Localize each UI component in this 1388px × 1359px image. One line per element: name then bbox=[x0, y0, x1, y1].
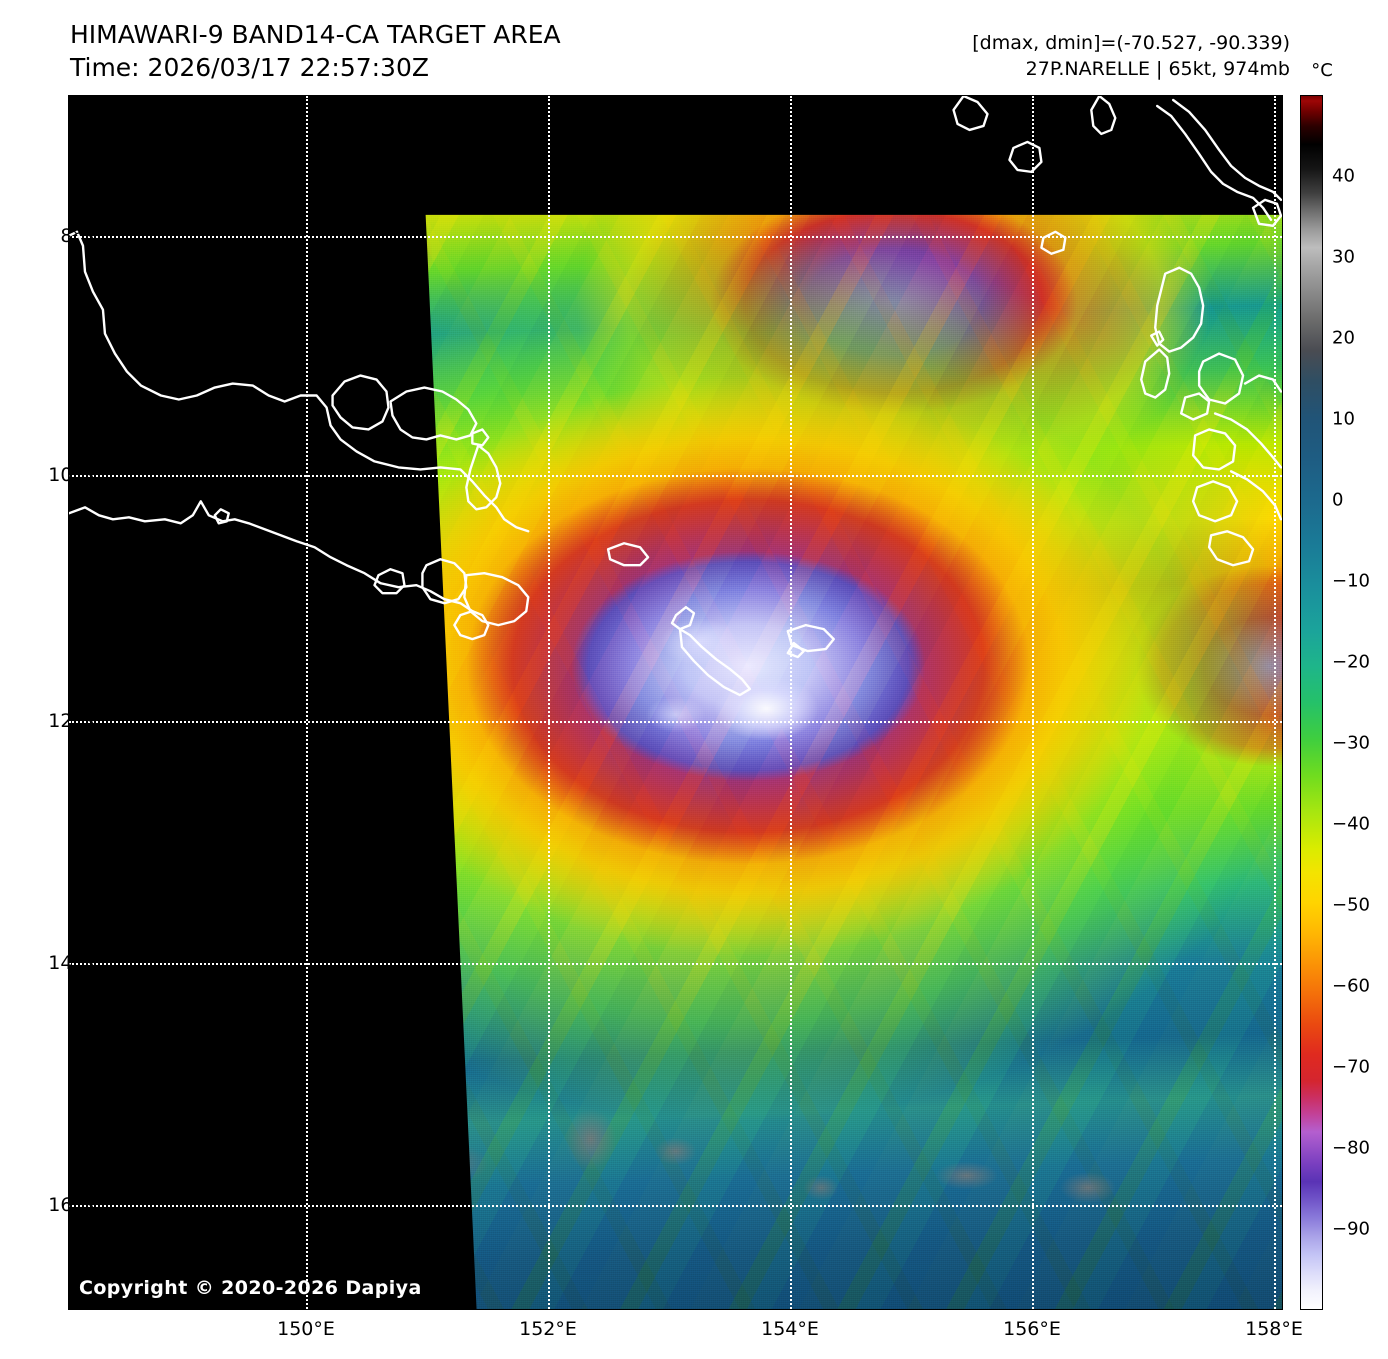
ytick-label-16s: 16°S bbox=[48, 1194, 94, 1216]
xtick-label-152e: 152°E bbox=[519, 1318, 577, 1340]
copyright-label: Copyright © 2020-2026 Dapiya bbox=[79, 1277, 422, 1299]
satellite-image-plot[interactable]: Copyright © 2020-2026 Dapiya bbox=[68, 95, 1283, 1310]
xtick-label-150e: 150°E bbox=[277, 1318, 335, 1340]
ytick-label-12s: 12°S bbox=[48, 710, 94, 732]
gridline-lon-158e bbox=[1274, 96, 1276, 1309]
gridline-lon-156e bbox=[1032, 96, 1034, 1309]
temperature-colorbar[interactable] bbox=[1300, 95, 1323, 1310]
cbar-tick-0: 0 bbox=[1332, 489, 1344, 511]
cbar-tick-10: 10 bbox=[1332, 408, 1355, 430]
ytick-label-8s: 8°S bbox=[60, 225, 94, 247]
xtick-label-156e: 156°E bbox=[1003, 1318, 1061, 1340]
gridline-lat-8s bbox=[69, 236, 1282, 238]
satellite-swath bbox=[425, 214, 1282, 1309]
ytick-label-14s: 14°S bbox=[48, 952, 94, 974]
cbar-tick-m50: −50 bbox=[1332, 894, 1370, 916]
header-metadata: [dmax, dmin]=(-70.527, -90.339) 27P.NARE… bbox=[972, 30, 1290, 82]
gridline-lon-150e bbox=[306, 96, 308, 1309]
gridline-lon-154e bbox=[790, 96, 792, 1309]
cbar-tick-m70: −70 bbox=[1332, 1056, 1370, 1078]
header-time: Time: 2026/03/17 22:57:30Z bbox=[70, 53, 429, 82]
gridline-lat-16s bbox=[69, 1205, 1282, 1207]
cbar-tick-m40: −40 bbox=[1332, 813, 1370, 835]
page-title: HIMAWARI-9 BAND14-CA TARGET AREA Time: 2… bbox=[70, 18, 561, 84]
cbar-tick-m30: −30 bbox=[1332, 732, 1370, 754]
cbar-tick-40: 40 bbox=[1332, 165, 1355, 187]
gridline-lat-12s bbox=[69, 721, 1282, 723]
xtick-label-158e: 158°E bbox=[1245, 1318, 1303, 1340]
colorbar-unit-label: °C bbox=[1311, 60, 1333, 81]
cbar-tick-20: 20 bbox=[1332, 327, 1355, 349]
cbar-tick-m80: −80 bbox=[1332, 1137, 1370, 1159]
coastline-overlay bbox=[69, 96, 1282, 697]
cbar-tick-m90: −90 bbox=[1332, 1218, 1370, 1240]
cbar-tick-m60: −60 bbox=[1332, 975, 1370, 997]
gridline-lon-152e bbox=[548, 96, 550, 1309]
plot-inner: Copyright © 2020-2026 Dapiya bbox=[69, 96, 1282, 1309]
data-minmax-label: [dmax, dmin]=(-70.527, -90.339) bbox=[972, 32, 1290, 54]
xtick-label-154e: 154°E bbox=[761, 1318, 819, 1340]
cbar-tick-m20: −20 bbox=[1332, 651, 1370, 673]
ytick-label-10s: 10°S bbox=[48, 464, 94, 486]
cbar-tick-30: 30 bbox=[1332, 246, 1355, 268]
cbar-tick-m10: −10 bbox=[1332, 570, 1370, 592]
gridline-lat-10s bbox=[69, 475, 1282, 477]
cyclone-eye-core bbox=[425, 214, 1282, 1309]
pixel-noise-texture bbox=[425, 214, 1282, 1309]
header-instrument-title: HIMAWARI-9 BAND14-CA TARGET AREA bbox=[70, 20, 561, 49]
storm-info-label: 27P.NARELLE | 65kt, 974mb bbox=[1025, 58, 1290, 80]
gridline-lat-14s bbox=[69, 963, 1282, 965]
